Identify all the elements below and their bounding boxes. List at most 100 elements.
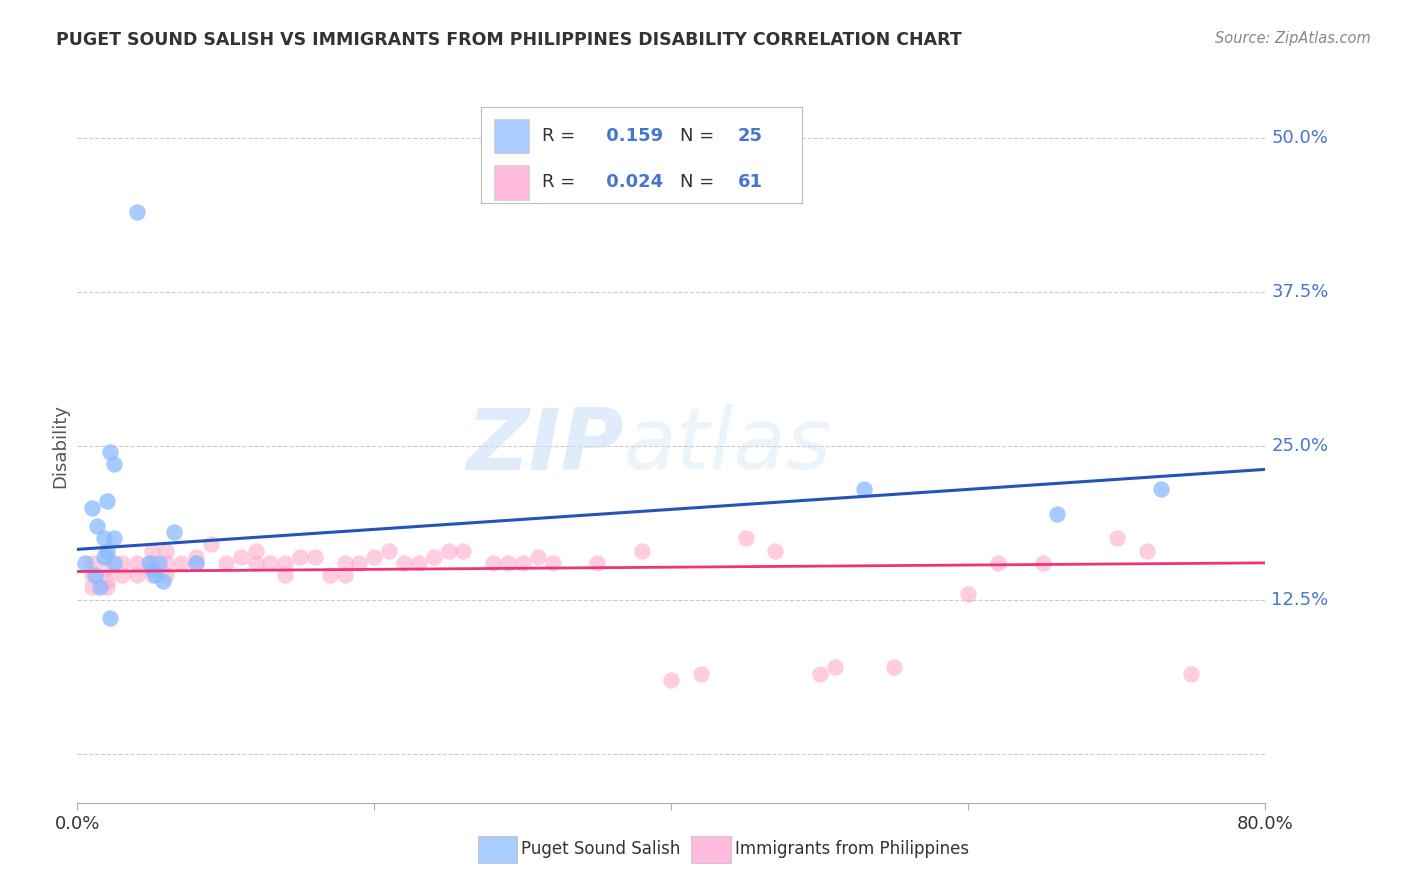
Point — [96, 494, 118, 508]
Point — [422, 549, 444, 564]
Point — [541, 556, 564, 570]
Point — [96, 574, 118, 589]
Point — [1105, 531, 1128, 545]
Text: 61: 61 — [738, 173, 763, 191]
Text: 12.5%: 12.5% — [1271, 591, 1329, 609]
Point — [734, 531, 756, 545]
Point — [319, 568, 342, 582]
Text: ZIP: ZIP — [467, 404, 624, 488]
Y-axis label: Disability: Disability — [51, 404, 69, 488]
Point — [143, 568, 166, 582]
Point — [186, 556, 208, 570]
Point — [363, 549, 385, 564]
Text: 37.5%: 37.5% — [1271, 283, 1329, 301]
Point — [512, 556, 534, 570]
Text: N =: N = — [681, 173, 720, 191]
Point — [883, 660, 905, 674]
Point — [808, 666, 831, 681]
Point — [482, 556, 505, 570]
Point — [690, 666, 713, 681]
Point — [957, 587, 980, 601]
Point — [98, 611, 121, 625]
Text: PUGET SOUND SALISH VS IMMIGRANTS FROM PHILIPPINES DISABILITY CORRELATION CHART: PUGET SOUND SALISH VS IMMIGRANTS FROM PH… — [56, 31, 962, 49]
Point — [163, 525, 186, 540]
Point — [93, 531, 115, 545]
FancyBboxPatch shape — [494, 119, 530, 153]
Point — [89, 581, 111, 595]
Point — [155, 556, 177, 570]
Point — [661, 673, 683, 687]
Point — [586, 556, 609, 570]
Point — [82, 568, 104, 582]
Point — [229, 549, 252, 564]
Point — [103, 531, 125, 545]
Text: Source: ZipAtlas.com: Source: ZipAtlas.com — [1215, 31, 1371, 46]
Text: 0.159: 0.159 — [600, 127, 664, 145]
Point — [84, 568, 107, 582]
Point — [349, 556, 371, 570]
Point — [82, 556, 104, 570]
Point — [437, 543, 460, 558]
Point — [93, 549, 115, 564]
Point — [1150, 482, 1173, 496]
Point — [186, 556, 208, 570]
Point — [763, 543, 786, 558]
Point — [304, 549, 326, 564]
Point — [200, 537, 222, 551]
Point — [98, 445, 121, 459]
Point — [103, 458, 125, 472]
Point — [170, 556, 193, 570]
Point — [111, 568, 134, 582]
Point — [274, 556, 297, 570]
Text: N =: N = — [681, 127, 720, 145]
Point — [987, 556, 1010, 570]
Text: Immigrants from Philippines: Immigrants from Philippines — [735, 840, 969, 858]
Point — [186, 549, 208, 564]
Point — [125, 556, 148, 570]
Point — [96, 543, 118, 558]
Point — [408, 556, 430, 570]
Point — [141, 543, 163, 558]
Point — [96, 581, 118, 595]
Point — [288, 549, 311, 564]
Text: Puget Sound Salish: Puget Sound Salish — [522, 840, 681, 858]
Point — [274, 568, 297, 582]
Text: 25.0%: 25.0% — [1271, 437, 1329, 455]
Point — [824, 660, 846, 674]
Point — [155, 568, 177, 582]
Point — [333, 556, 356, 570]
Point — [141, 562, 163, 576]
Point — [155, 543, 177, 558]
Text: 25: 25 — [738, 127, 763, 145]
Point — [141, 556, 163, 570]
Point — [152, 574, 174, 589]
Point — [73, 556, 96, 570]
Point — [453, 543, 475, 558]
Point — [526, 549, 548, 564]
Point — [1180, 666, 1202, 681]
Text: 0.024: 0.024 — [600, 173, 664, 191]
Text: atlas: atlas — [624, 404, 832, 488]
Point — [138, 556, 160, 570]
Point — [496, 556, 519, 570]
FancyBboxPatch shape — [494, 165, 530, 200]
Point — [86, 519, 108, 533]
Point — [245, 556, 267, 570]
Point — [853, 482, 876, 496]
Point — [392, 556, 415, 570]
Point — [96, 562, 118, 576]
Point — [378, 543, 401, 558]
Point — [111, 556, 134, 570]
Point — [82, 581, 104, 595]
Point — [1135, 543, 1157, 558]
Point — [630, 543, 652, 558]
Point — [96, 549, 118, 564]
Point — [259, 556, 281, 570]
Text: 50.0%: 50.0% — [1271, 129, 1329, 147]
Point — [333, 568, 356, 582]
Point — [215, 556, 238, 570]
Point — [125, 205, 148, 219]
Text: R =: R = — [543, 173, 581, 191]
Text: R =: R = — [543, 127, 581, 145]
Point — [1046, 507, 1069, 521]
